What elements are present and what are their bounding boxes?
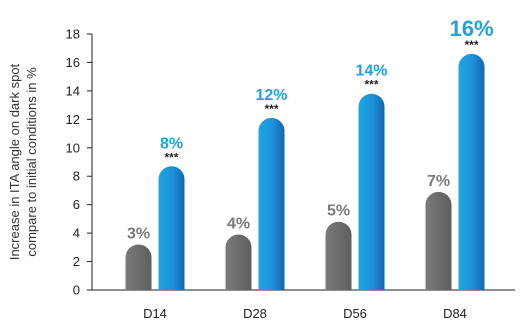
y-tick-label: 16 <box>66 55 80 70</box>
data-label-blue: 8% <box>160 135 183 152</box>
x-category-label: D84 <box>443 306 467 321</box>
data-label-grey: 5% <box>327 203 350 220</box>
y-tick-label: 14 <box>66 83 80 98</box>
y-tick-label: 6 <box>73 197 80 212</box>
data-label-grey: 4% <box>227 216 250 233</box>
y-tick-label: 2 <box>73 254 80 269</box>
bar-grey <box>425 191 452 290</box>
data-label-grey: 7% <box>427 173 450 190</box>
data-label-grey: 3% <box>127 225 150 242</box>
bars: 3%***8%4%***12%5%***14%7%***16% <box>125 16 494 291</box>
data-label-blue: 16% <box>449 16 493 41</box>
x-axis-categories: D14 D28 D56 D84 <box>143 306 467 321</box>
bar-grey <box>325 221 352 290</box>
data-label-blue: 12% <box>255 87 287 104</box>
y-tick-label: 18 <box>66 27 80 42</box>
y-tick-label: 4 <box>73 226 80 241</box>
significance-label: *** <box>464 38 478 52</box>
significance-label: *** <box>264 102 278 116</box>
y-tick-label: 8 <box>73 169 80 184</box>
x-category-label: D28 <box>243 306 267 321</box>
bar-blue <box>458 53 485 291</box>
y-axis-label: Increase in ITA angle on dark spot compa… <box>7 63 39 260</box>
bar-grey <box>225 234 252 290</box>
x-category-label: D14 <box>143 306 167 321</box>
y-tick-label: 12 <box>66 112 80 127</box>
data-label-blue: 14% <box>355 63 387 80</box>
y-axis-label-line-2: compare to initial conditions in % <box>24 67 39 257</box>
bar-blue <box>258 117 285 290</box>
bar-blue <box>358 93 385 290</box>
y-axis-label-line-1: Increase in ITA angle on dark spot <box>7 63 22 260</box>
y-tick-label: 10 <box>66 140 80 155</box>
significance-label: *** <box>164 150 178 164</box>
x-category-label: D56 <box>343 306 367 321</box>
y-axis-ticks: 0 2 4 6 8 10 12 14 16 18 <box>66 27 92 298</box>
bar-blue <box>158 166 185 290</box>
significance-label: *** <box>364 78 378 92</box>
bar-grey <box>125 244 152 290</box>
y-tick-label: 0 <box>73 283 80 298</box>
